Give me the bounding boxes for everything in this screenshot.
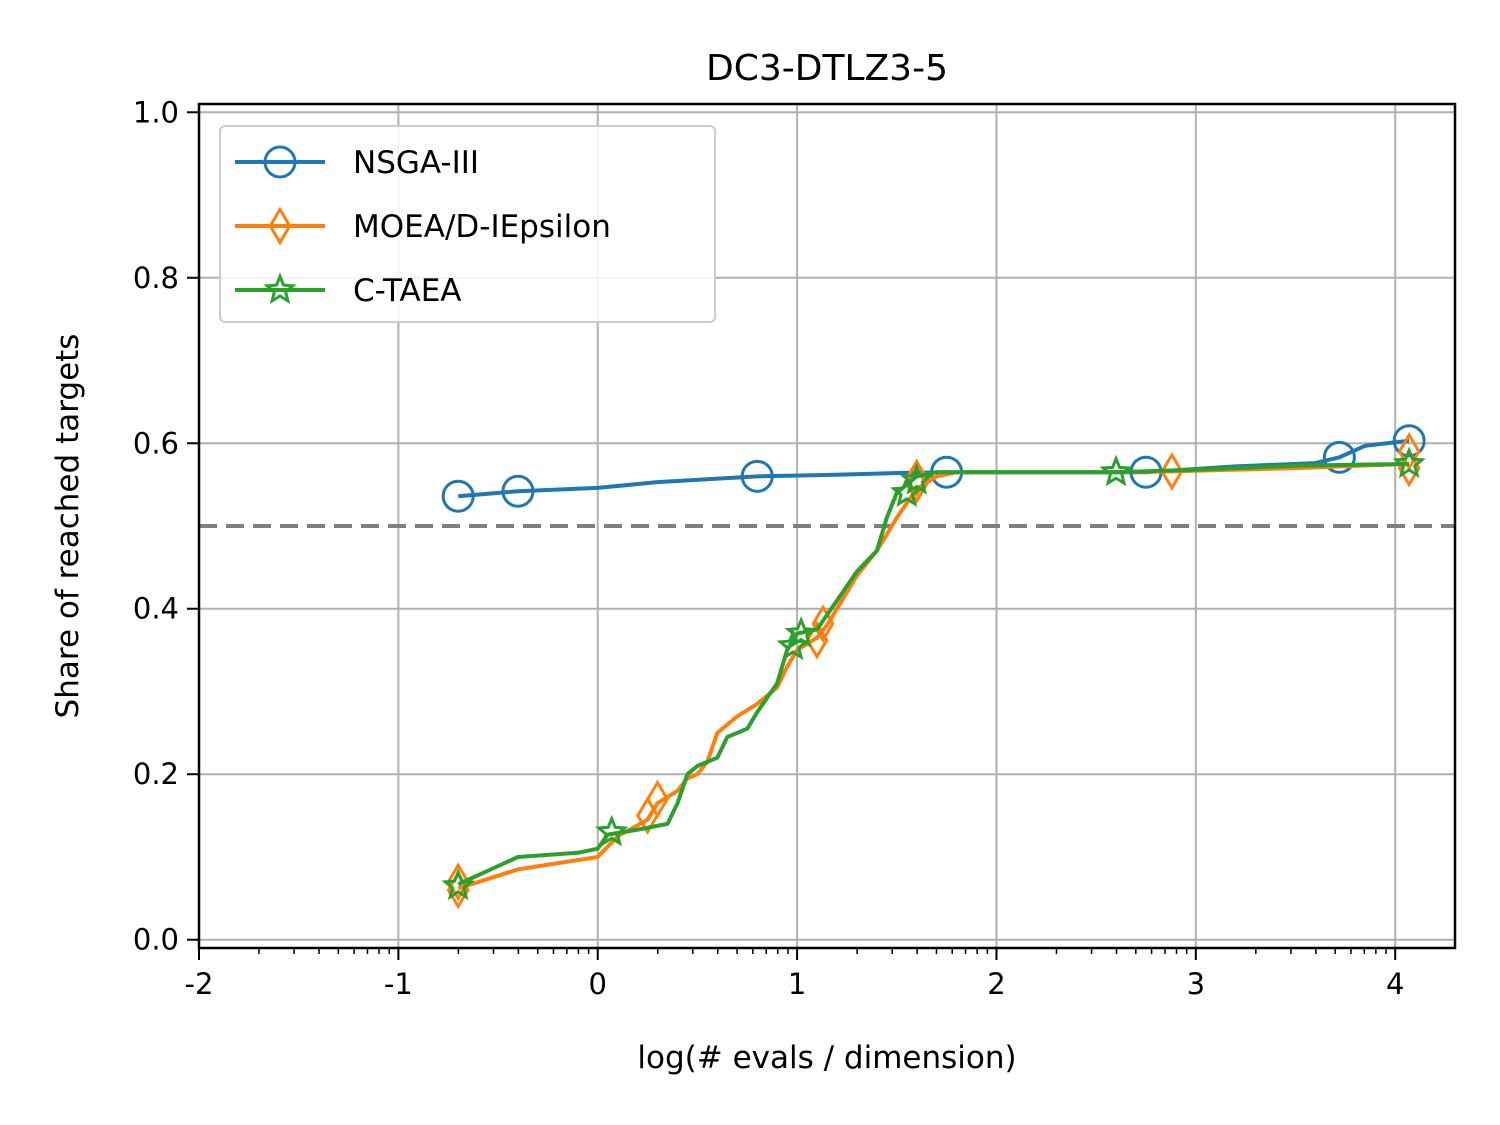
star-marker (263, 272, 297, 305)
diamond-marker (905, 465, 929, 505)
circle-marker (441, 479, 475, 513)
diamond-marker (268, 206, 292, 246)
y-axis-label: Share of reached targets (50, 334, 86, 719)
legend-label: C-TAEA (353, 273, 462, 309)
x-tick-label: -1 (384, 967, 413, 1001)
legend: NSGA-III MOEA/D-IEpsilon C-TAEA (219, 125, 716, 323)
diamond-marker (905, 458, 929, 498)
x-tick-label: 3 (1187, 967, 1205, 1001)
diamond-marker (446, 862, 470, 902)
diamond-marker (1397, 432, 1421, 471)
diamond-marker (636, 796, 660, 836)
legend-label: MOEA/D-IEpsilon (353, 209, 611, 245)
y-tick-label: 0.2 (133, 757, 179, 791)
y-tick-label: 0.6 (133, 426, 179, 460)
series-moea-d-iepsilon (446, 432, 1421, 910)
star-marker (441, 868, 475, 901)
x-tick-label: -2 (185, 967, 214, 1001)
y-tick-label: 1.0 (133, 95, 179, 129)
x-tick-label: 4 (1386, 967, 1404, 1001)
circle-marker (740, 459, 774, 493)
legend-item: C-TAEA (235, 272, 462, 309)
series-c-taea (441, 446, 1426, 901)
x-tick-label: 0 (589, 967, 607, 1001)
chart-title: DC3-DTLZ3-5 (706, 48, 948, 89)
diamond-marker (1160, 451, 1184, 491)
star-marker (900, 463, 934, 495)
series-layer (441, 424, 1426, 910)
circle-marker (263, 145, 297, 179)
axis-ticks: -2 -1 0 1 2 3 4 0.0 0.2 0.4 0.6 0.8 1.0 (133, 95, 1405, 1001)
diamond-marker (805, 620, 829, 660)
legend-item: NSGA-III (235, 145, 479, 181)
circle-marker (501, 474, 535, 508)
diamond-marker (811, 604, 835, 644)
star-marker (784, 616, 818, 648)
circle-marker (1322, 440, 1356, 474)
circle-marker (1392, 424, 1426, 458)
x-axis-label: log(# evals / dimension) (637, 1040, 1016, 1076)
legend-box (219, 125, 716, 323)
y-tick-label: 0.8 (133, 261, 179, 295)
plot-frame (197, 102, 1457, 950)
y-tick-label: 0.0 (133, 923, 179, 957)
y-tick-label: 0.4 (133, 592, 179, 626)
x-tick-label: 1 (788, 967, 806, 1001)
star-marker (890, 475, 924, 508)
star-marker (1392, 446, 1426, 479)
star-marker (1099, 454, 1133, 487)
legend-label: NSGA-III (353, 145, 479, 181)
legend-item: MOEA/D-IEpsilon (235, 206, 611, 246)
x-tick-label: 2 (987, 967, 1005, 1001)
star-marker (594, 814, 629, 847)
